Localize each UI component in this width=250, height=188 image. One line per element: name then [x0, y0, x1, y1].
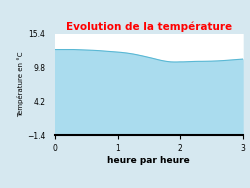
Y-axis label: Température en °C: Température en °C: [17, 52, 24, 117]
X-axis label: heure par heure: heure par heure: [108, 156, 190, 165]
Title: Evolution de la température: Evolution de la température: [66, 21, 232, 32]
